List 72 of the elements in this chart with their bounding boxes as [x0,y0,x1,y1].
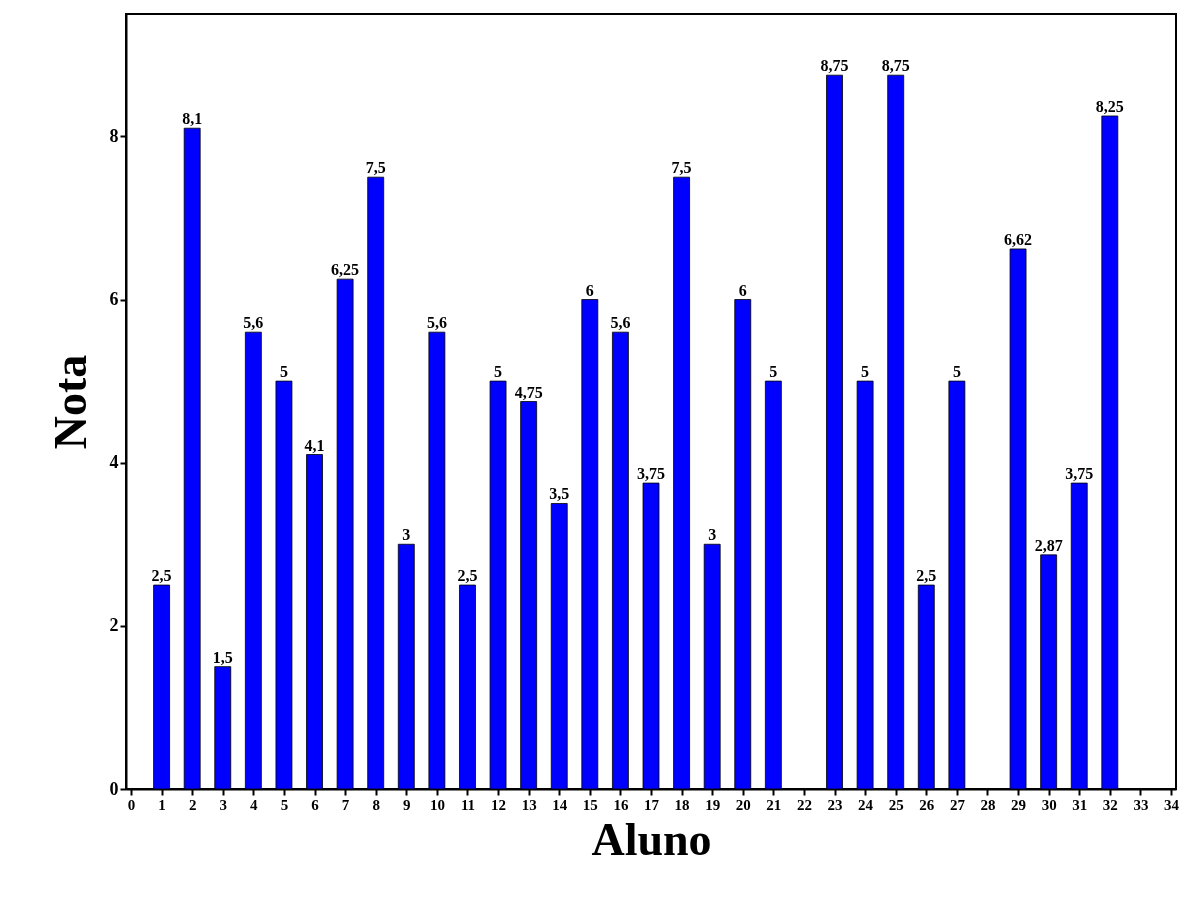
x-tick-label: 10 [429,796,445,813]
x-tick-label: 26 [919,796,935,813]
data-label: 8,75 [881,57,910,75]
data-label: 5 [952,363,961,381]
data-label: 6,25 [331,261,360,279]
data-label: 3 [708,526,717,544]
data-label: 5 [279,363,288,381]
x-tick-label: 6 [311,796,320,813]
x-tick-label: 17 [644,796,660,813]
x-tick-label: 2 [188,796,197,813]
x-tick-label: 16 [613,796,629,813]
x-tick-label: 19 [705,796,721,813]
data-label: 4,1 [304,436,325,454]
x-tick-label: 9 [403,796,411,813]
x-tick-label: 24 [858,796,874,813]
x-tick-label: 18 [674,796,690,813]
x-tick-label: 4 [250,796,259,813]
data-label: 8,1 [182,110,203,128]
x-tick-label: 11 [460,796,476,813]
x-tick-label: 14 [552,796,568,813]
data-label: 7,5 [365,159,386,177]
x-tick-label: 30 [1041,796,1057,813]
x-tick-label: 7 [341,796,350,813]
data-label: 6,62 [1004,230,1033,248]
x-tick-label: 32 [1102,796,1118,813]
y-tick-label: 8 [109,125,119,146]
data-label: 8,75 [820,57,849,75]
x-tick-label: 21 [766,796,782,813]
x-tick-label: 25 [888,796,904,813]
x-tick-label: 27 [949,796,966,813]
x-tick-label: 12 [491,796,507,813]
x-tick-label: 29 [1011,796,1027,813]
x-tick-label: 22 [796,796,812,813]
y-tick-label: 2 [109,615,119,636]
data-label: 1,5 [212,648,233,666]
data-label: 7,5 [671,159,692,177]
data-label: 6 [738,281,747,299]
x-tick-label: 5 [280,796,289,813]
x-tick-label: 0 [127,796,136,813]
x-tick-label: 1 [158,796,166,813]
data-label: 3,5 [549,485,570,503]
x-tick-label: 8 [372,796,380,813]
y-tick-label: 4 [109,452,119,473]
y-axis-title: Nota [44,354,96,450]
data-label: 5 [769,363,778,381]
x-tick-label: 15 [582,796,598,813]
data-label: 4,75 [514,383,543,401]
x-tick-label: 23 [827,796,843,813]
data-label: 5 [861,363,870,381]
x-tick-label: 20 [735,796,751,813]
data-label: 2,5 [457,567,478,585]
y-tick-label: 6 [109,289,119,310]
data-label: 8,25 [1095,97,1124,115]
data-label: 2,87 [1034,536,1063,554]
x-axis-title: Aluno [591,813,712,865]
data-label: 6 [585,281,594,299]
data-label: 5 [494,363,503,381]
x-tick-label: 31 [1072,796,1088,813]
x-tick-label: 28 [980,796,996,813]
x-tick-label: 34 [1164,796,1180,813]
data-label: 5,6 [243,314,264,332]
data-label: 2,5 [151,567,172,585]
data-label: 3 [402,526,411,544]
data-label: 2,5 [916,567,937,585]
data-label: 5,6 [610,314,631,332]
data-label: 3,75 [637,465,665,483]
y-tick-label: 0 [109,778,119,799]
x-tick-label: 3 [219,796,228,813]
x-tick-label: 33 [1133,796,1149,813]
data-label: 3,75 [1065,465,1094,483]
x-tick-label: 13 [521,796,537,813]
data-label: 5,6 [426,314,447,332]
